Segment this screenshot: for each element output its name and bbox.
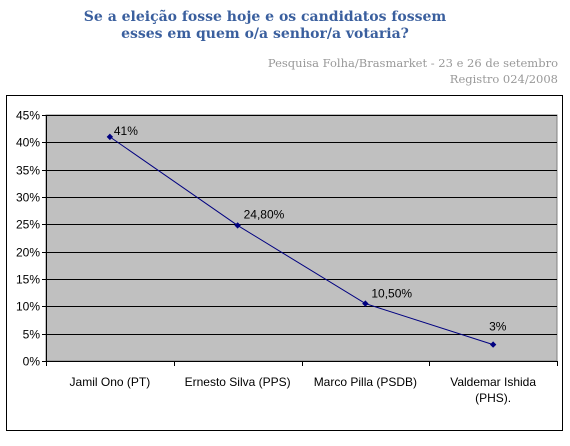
chart-title-line-1: Se a eleição fosse hoje e os candidatos … [83, 9, 447, 25]
y-tick-label: 10% [16, 300, 40, 314]
y-tick-label: 0% [23, 355, 41, 369]
y-tick-label: 40% [16, 136, 40, 150]
x-tick-label: Marco Pilla (PSDB) [314, 375, 417, 389]
x-tick-label: Ernesto Silva (PPS) [185, 375, 291, 389]
chart-frame [6, 95, 563, 431]
y-tick-label: 5% [23, 328, 41, 342]
plot-area [45, 114, 558, 362]
y-tick-label: 25% [16, 218, 40, 232]
y-tick-label: 45% [16, 109, 40, 123]
data-point [489, 341, 497, 348]
x-tick-label: Jamil Ono (PT) [70, 375, 151, 389]
data-label: 3% [489, 320, 507, 334]
y-tick-label: 20% [16, 246, 40, 260]
data-point [106, 133, 114, 141]
data-label: 24,80% [244, 207, 285, 221]
data-label: 41% [114, 124, 138, 138]
y-tick-label: 35% [16, 164, 40, 178]
chart-title-line-2: esses em quem o/a senhor/a votaria? [121, 26, 409, 42]
registration-note: Registro 024/2008 [449, 72, 558, 86]
x-tick-label: Valdemar Ishida (PHS). [450, 375, 536, 405]
data-label: 10,50% [371, 287, 412, 301]
series-line [109, 136, 494, 346]
source-note: Pesquisa Folha/Brasmarket - 23 e 26 de s… [267, 56, 558, 70]
data-point [362, 300, 369, 307]
y-tick-label: 30% [16, 191, 40, 205]
data-point [234, 222, 241, 229]
y-tick-label: 15% [16, 273, 40, 287]
